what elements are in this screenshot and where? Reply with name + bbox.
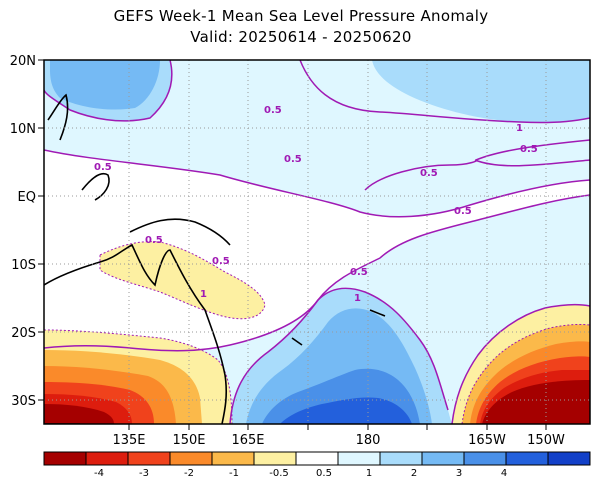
colorbar-swatches (43, 451, 591, 466)
colorbar-swatch (253, 451, 297, 466)
colorbar-label: -0.5 (269, 468, 289, 479)
colorbar-label: 0.5 (316, 468, 332, 479)
colorbar-swatch (295, 451, 339, 466)
lon-label: 165W (468, 433, 506, 448)
contour-label: 0.5 (284, 154, 302, 165)
colorbar-swatch (505, 451, 549, 466)
colorbar-swatch (85, 451, 129, 466)
contour-label: 1 (354, 293, 361, 304)
colorbar-label: 3 (456, 468, 462, 479)
contour-lines (44, 60, 590, 424)
contour-labels: 0.5 0.5 0.5 0.5 1 0.5 0.5 0.5 1 0.5 1 0.… (94, 105, 538, 304)
contour-label: 1 (516, 123, 523, 134)
colorbar-label: 4 (501, 468, 507, 479)
colorbar-label: -4 (94, 468, 104, 479)
contour-label: 1 (200, 289, 207, 300)
contour-label: 0.5 (145, 235, 163, 246)
colorbar-swatch (169, 451, 213, 466)
lat-label: EQ (18, 190, 36, 205)
colorbar-swatch (547, 451, 591, 466)
map-valid-dates: Valid: 20250614 - 20250620 (190, 28, 412, 46)
field-pos-ne (372, 60, 590, 123)
colorbar-swatch (463, 451, 507, 466)
colorbar-swatch (337, 451, 381, 466)
field-neg-sw1b (100, 241, 265, 319)
longitude-labels: 135E 150E 165E 180 165W 150W (112, 433, 564, 448)
contour-label: 0.5 (350, 267, 368, 278)
colorbar-swatch (43, 451, 87, 466)
colorbar-label: -1 (229, 468, 239, 479)
map-title: GEFS Week-1 Mean Sea Level Pressure Anom… (113, 7, 489, 25)
contour-dashed (44, 241, 590, 424)
lat-label: 30S (11, 394, 36, 409)
map-fields (44, 60, 590, 424)
contour-label: 0.5 (264, 105, 282, 116)
lon-label: 180 (356, 433, 381, 448)
field-pos-nw-2 (50, 60, 160, 110)
colorbar-label: 1 (366, 468, 372, 479)
lat-label: 20N (10, 54, 36, 69)
lat-label: 10S (11, 258, 36, 273)
colorbar-swatch (421, 451, 465, 466)
gridlines (44, 60, 590, 424)
coastlines (44, 93, 386, 424)
colorbar-swatch (127, 451, 171, 466)
colorbar-label: 2 (411, 468, 417, 479)
lon-label: 135E (112, 433, 145, 448)
contour-label: 0.5 (94, 162, 112, 173)
field-neg-sw6 (44, 404, 114, 424)
field-neg-se6 (482, 380, 590, 424)
field-pos-s4 (280, 397, 412, 424)
lon-label: 165E (231, 433, 264, 448)
axis-ticks (38, 59, 547, 430)
colorbar-swatch (379, 451, 423, 466)
lon-label: 150E (172, 433, 205, 448)
colorbar-swatch (211, 451, 255, 466)
lat-label: 10N (10, 122, 36, 137)
lon-label: 150W (527, 433, 565, 448)
latitude-labels: 20N 10N EQ 10S 20S 30S (10, 54, 36, 409)
lat-label: 20S (11, 326, 36, 341)
contour-label: 0.5 (520, 144, 538, 155)
contour-label: 0.5 (420, 168, 438, 179)
colorbar-label: -2 (184, 468, 194, 479)
contour-label: 0.5 (212, 256, 230, 267)
map-frame (43, 59, 591, 425)
colorbar: -4 -3 -2 -1 -0.5 0.5 1 2 3 4 (43, 451, 591, 479)
contour-label: 0.5 (454, 206, 472, 217)
colorbar-label: -3 (139, 468, 149, 479)
colorbar-labels: -4 -3 -2 -1 -0.5 0.5 1 2 3 4 (94, 468, 507, 479)
